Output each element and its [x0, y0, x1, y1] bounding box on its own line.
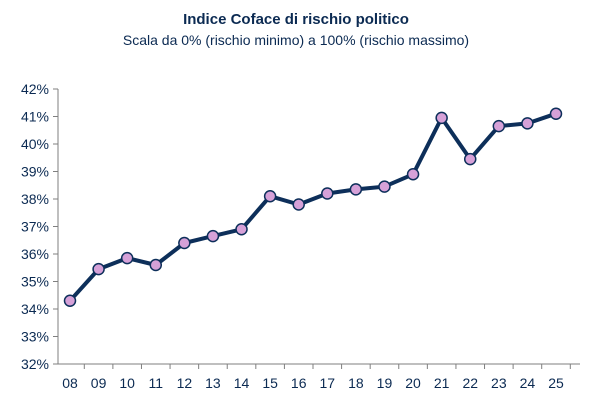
x-tick-label: 10	[119, 375, 135, 391]
y-tick-label: 42%	[21, 81, 49, 97]
y-tick-label: 32%	[21, 356, 49, 372]
y-tick-label: 40%	[21, 136, 49, 152]
x-tick-label: 15	[262, 375, 278, 391]
chart-title: Indice Coface di rischio politico	[183, 11, 409, 28]
x-tick-label: 11	[148, 375, 163, 391]
y-tick-label: 38%	[21, 191, 49, 207]
x-tick-label: 14	[234, 375, 250, 391]
x-axis: 08 09 10 11 12 13 14 15 16 17 18 19 20 21 22 23 24 25	[58, 363, 580, 391]
series-line	[68, 111, 558, 303]
data-point	[435, 111, 448, 125]
data-point	[521, 117, 534, 130]
chart-subtitle: Scala da 0% (rischio minimo) a 100% (ris…	[123, 32, 469, 48]
data-point	[235, 223, 248, 236]
x-tick-label: 17	[320, 375, 336, 391]
y-tick-label: 33%	[21, 329, 49, 345]
data-point	[349, 183, 363, 196]
x-tick-label: 21	[434, 375, 450, 391]
x-tick-label: 18	[348, 375, 364, 391]
data-point	[406, 168, 420, 181]
data-point	[263, 190, 277, 203]
x-tick-label: 24	[520, 375, 536, 391]
data-point	[378, 180, 391, 193]
data-point	[463, 152, 477, 166]
x-tick-label: 19	[377, 375, 393, 391]
data-point	[63, 294, 77, 307]
x-tick-label: 16	[291, 375, 307, 391]
x-tick-label: 09	[91, 375, 107, 391]
y-axis: 32% 33% 34% 35% 36% 37% 38% 39% 40% 41% 42%	[21, 81, 59, 372]
y-tick-label: 39%	[21, 164, 49, 180]
data-point	[292, 198, 305, 211]
x-tick-label: 13	[205, 375, 221, 391]
y-tick-label: 34%	[21, 301, 49, 317]
x-tick-label: 20	[405, 375, 421, 391]
x-tick-label: 25	[548, 375, 564, 391]
y-tick-label: 35%	[21, 274, 49, 290]
data-point	[321, 187, 334, 200]
series	[63, 107, 563, 307]
data-point	[120, 251, 134, 265]
data-point	[549, 107, 563, 120]
data-point	[206, 229, 220, 243]
data-point	[178, 236, 191, 250]
x-tick-label: 12	[177, 375, 193, 391]
y-tick-label: 41%	[21, 109, 49, 125]
data-point	[149, 258, 163, 272]
data-point	[92, 262, 105, 276]
x-tick-label: 23	[491, 375, 507, 391]
x-tick-label: 22	[462, 375, 478, 391]
y-tick-label: 36%	[21, 246, 49, 262]
x-tick-label: 08	[62, 375, 78, 391]
data-point	[492, 119, 506, 133]
y-tick-label: 37%	[21, 219, 49, 235]
